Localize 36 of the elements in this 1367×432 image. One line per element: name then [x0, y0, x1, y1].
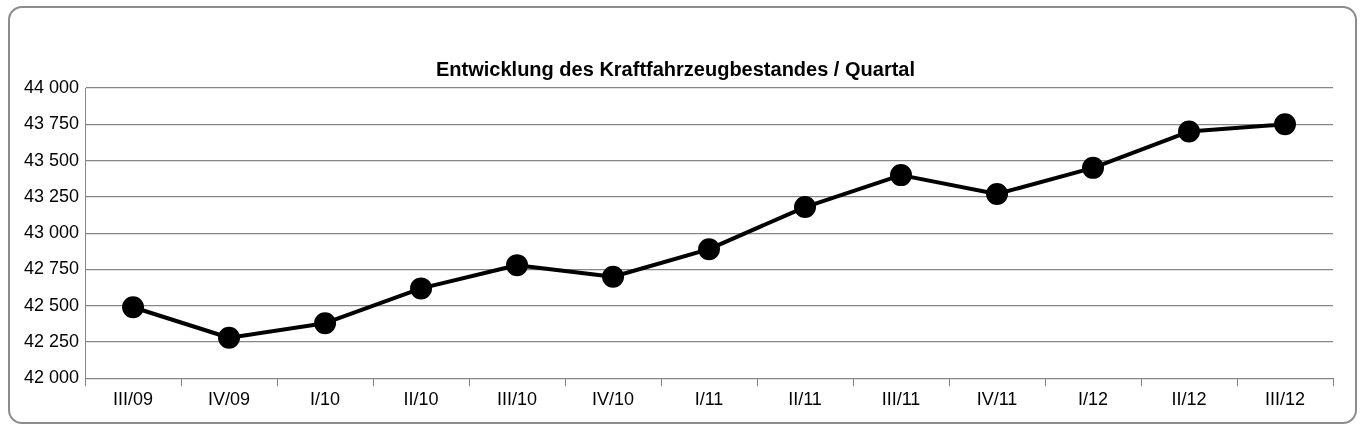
x-tick-label: I/10 [310, 389, 341, 410]
point [410, 277, 433, 300]
y-tick-label: 43 750 [23, 113, 80, 134]
point [1274, 113, 1296, 136]
point [506, 254, 529, 277]
point [986, 183, 1009, 205]
point [314, 312, 337, 335]
y-tick-label: 44 000 [23, 76, 80, 97]
point [122, 296, 145, 319]
x-tick-label: III/09 [113, 389, 154, 410]
point [1178, 120, 1201, 143]
x-tick-label: II/11 [788, 389, 822, 410]
y-tick-label: 43 500 [23, 149, 80, 170]
x-tick-label: II/10 [403, 389, 439, 410]
chart-title: Entwicklung des Kraftfahrzeugbestandes / Quartal [436, 57, 915, 80]
x-tick-label: I/11 [694, 389, 724, 410]
x-tick-label: IV/09 [208, 389, 251, 410]
point [794, 196, 817, 219]
point [698, 238, 721, 261]
point [602, 265, 625, 288]
x-tick-label: III/10 [497, 389, 538, 410]
x-tick-label: IV/11 [976, 389, 1018, 410]
point [1082, 156, 1105, 179]
y-tick-label: 42 500 [23, 294, 80, 315]
x-tick-label: IV/10 [592, 389, 635, 410]
x-tick-label: III/11 [881, 389, 921, 410]
x-tick-label: II/12 [1171, 389, 1207, 410]
point [218, 326, 241, 349]
x-tick-label: I/12 [1077, 389, 1109, 410]
y-tick-label: 43 250 [23, 185, 80, 206]
y-tick-label: 42 000 [23, 367, 80, 388]
x-tick-label: III/12 [1264, 389, 1306, 410]
y-tick-label: 42 750 [23, 258, 80, 279]
point [890, 164, 913, 187]
y-tick-label: 42 250 [23, 331, 80, 352]
y-tick-label: 43 000 [23, 222, 80, 243]
